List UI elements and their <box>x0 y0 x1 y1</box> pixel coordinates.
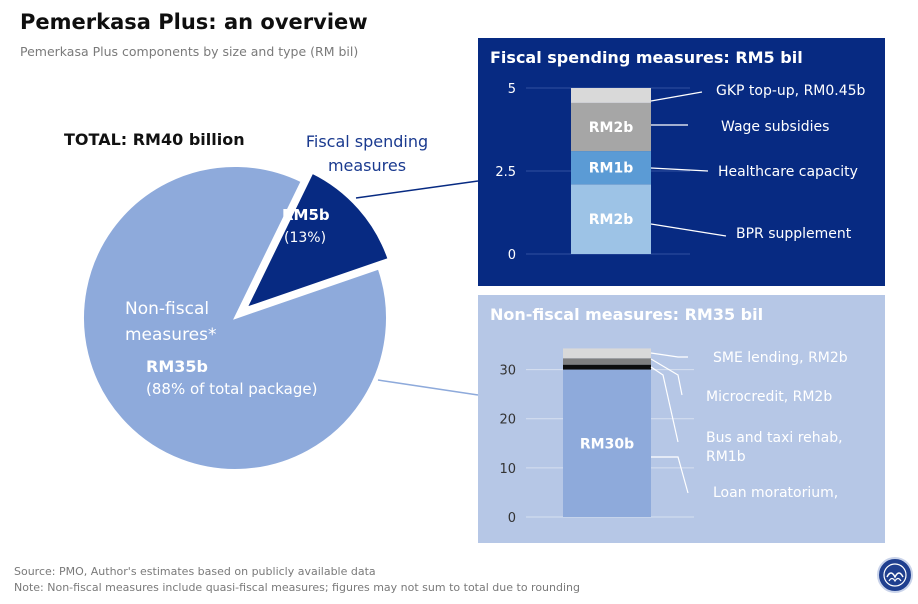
nonfiscal-stacked-bar-svg: 0 10 20 30 RM30b Loan moratorium, Bus and taxi… <box>499 348 848 526</box>
y-tick-label: 20 <box>499 413 516 428</box>
segment-legend-label: SME lending, RM2b <box>713 350 848 366</box>
bar-segment <box>563 358 651 365</box>
leader-line <box>650 366 679 443</box>
segment-value-label: RM1b <box>589 161 633 177</box>
bar-segment <box>563 364 651 370</box>
chart-footer: Source: PMO, Author's estimates based on… <box>14 564 580 596</box>
bar-segment <box>571 102 651 152</box>
leader-line <box>650 352 688 358</box>
leader-line <box>650 223 727 237</box>
fiscal-callout-label: Fiscal spending measures <box>305 132 429 175</box>
segment-value-label: RM30b <box>580 436 634 452</box>
y-tick-label: 0 <box>508 248 516 263</box>
nonfiscal-slice-value: RM35b <box>146 357 208 376</box>
source-note: Source: PMO, Author's estimates based on… <box>14 565 376 578</box>
chart-title: Pemerkasa Plus: an overview <box>20 10 368 34</box>
pie-slice-nonfiscal <box>82 165 389 471</box>
bar-segment <box>571 151 651 185</box>
leader-line <box>650 91 703 102</box>
fiscal-slice-pct: (13%) <box>284 230 327 246</box>
bar-segment <box>563 369 651 517</box>
segment-legend-label: Healthcare capacity <box>718 164 858 180</box>
chart-subtitle: Pemerkasa Plus components by size and ty… <box>20 44 359 59</box>
nonfiscal-slice-pct: (88% of total package) <box>146 380 318 398</box>
nonfiscal-measures-panel: Non-fiscal measures: RM35 bil 0 10 20 30 RM3… <box>478 295 885 543</box>
segment-legend-label: Loan moratorium, <box>713 485 838 501</box>
segment-legend-label: Microcredit, RM2b <box>706 389 832 405</box>
fiscal-slice-value: RM5b <box>282 206 330 224</box>
institute-seal-icon <box>876 555 914 599</box>
nonfiscal-panel-title: Non-fiscal measures: RM35 bil <box>490 305 764 324</box>
bar-segment <box>563 348 651 359</box>
segment-legend-label: Bus and taxi rehab, <box>706 430 843 446</box>
segment-legend-label: GKP top-up, RM0.45b <box>716 83 866 99</box>
y-tick-label: 10 <box>499 462 516 477</box>
fiscal-measures-panel: Fiscal spending measures: RM5 bil 0 2.5 5 R… <box>478 38 885 286</box>
leader-line <box>650 358 683 396</box>
segment-value-label: RM2b <box>589 212 633 228</box>
segment-legend-label: RM1b <box>706 449 746 465</box>
footnote: Note: Non-fiscal measures include quasi-… <box>14 581 580 594</box>
fiscal-panel-title: Fiscal spending measures: RM5 bil <box>490 48 803 67</box>
y-tick-label: 0 <box>508 511 516 526</box>
nonfiscal-slice-name: Non-fiscal measures* <box>125 299 217 345</box>
segment-legend-label: BPR supplement <box>736 226 852 242</box>
leader-line <box>650 167 709 172</box>
y-tick-label: 5 <box>508 82 516 97</box>
bar-segment <box>571 88 651 103</box>
leader-line <box>651 456 689 494</box>
segment-value-label: RM2b <box>589 120 633 136</box>
y-tick-label: 2.5 <box>495 165 516 180</box>
segment-legend-label: Wage subsidies <box>721 119 829 135</box>
bar-segment <box>571 184 651 254</box>
pie-slice-fiscal <box>242 170 392 312</box>
y-tick-label: 30 <box>499 364 516 379</box>
fiscal-stacked-bar-svg: 0 2.5 5 RM2b RM1b RM2b BPR supplement Healthcar… <box>495 82 866 263</box>
pie-total-label: TOTAL: RM40 billion <box>64 130 245 149</box>
